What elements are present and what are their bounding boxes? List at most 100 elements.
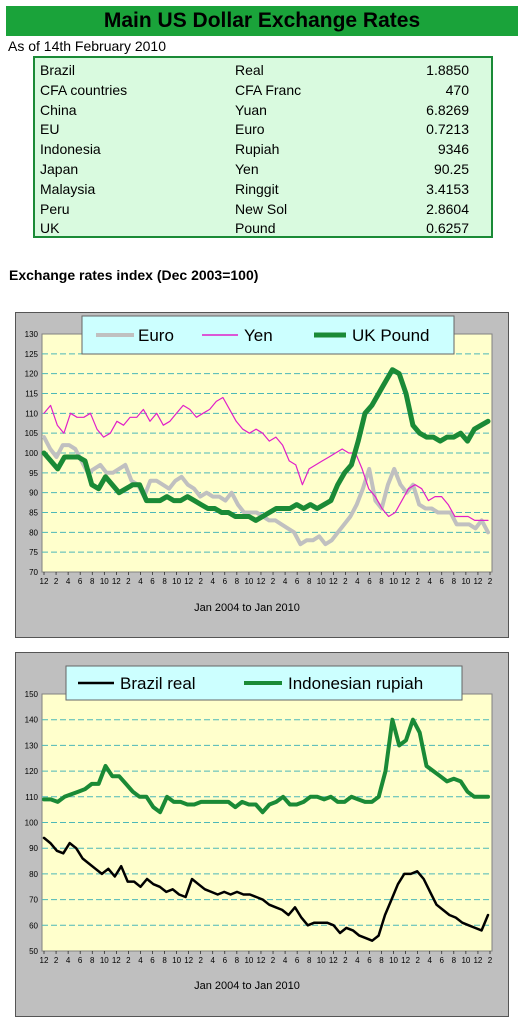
x-tick-label: 4 bbox=[428, 956, 433, 965]
x-tick-label: 12 bbox=[329, 577, 338, 586]
currency-cell: Yuan bbox=[235, 101, 267, 118]
y-tick-label: 90 bbox=[29, 844, 38, 853]
x-tick-label: 12 bbox=[329, 956, 338, 965]
x-tick-label: 2 bbox=[415, 577, 420, 586]
series-line-brazil-real bbox=[42, 836, 490, 942]
country-cell: Malaysia bbox=[40, 180, 96, 197]
x-tick-label: 6 bbox=[440, 956, 445, 965]
y-tick-label: 130 bbox=[25, 330, 39, 339]
x-tick-label: 8 bbox=[235, 956, 240, 965]
x-tick-label: 2 bbox=[126, 956, 131, 965]
x-tick-label: 10 bbox=[244, 577, 253, 586]
y-tick-label: 95 bbox=[29, 469, 38, 478]
x-tick-label: 2 bbox=[343, 956, 348, 965]
rates-row: Brazil Real 1.8850 bbox=[35, 60, 491, 80]
rates-row: EU Euro 0.7213 bbox=[35, 119, 491, 139]
x-tick-label: 2 bbox=[271, 956, 276, 965]
currency-cell: Euro bbox=[235, 121, 265, 138]
x-tick-label: 8 bbox=[452, 577, 457, 586]
x-tick-label: 6 bbox=[367, 577, 372, 586]
x-tick-label: 12 bbox=[184, 577, 193, 586]
series-line-yen bbox=[43, 396, 489, 521]
y-tick-label: 70 bbox=[29, 568, 38, 577]
x-axis-label: Jan 2004 to Jan 2010 bbox=[194, 602, 300, 614]
chart-panel-real-rupiah: 50 60 70 80 90 100 110 120 130 140 150 12 2 4 6 8 10 12 2 4… bbox=[15, 652, 509, 1017]
series-line-euro bbox=[42, 435, 490, 547]
rate-cell: 470 bbox=[445, 81, 469, 98]
x-tick-label: 6 bbox=[367, 956, 372, 965]
country-cell: Peru bbox=[40, 200, 70, 217]
x-tick-label: 8 bbox=[162, 577, 167, 586]
x-tick-label: 12 bbox=[257, 956, 266, 965]
currency-cell: Yen bbox=[235, 161, 259, 177]
x-tick-label: 8 bbox=[452, 956, 457, 965]
x-tick-label: 4 bbox=[355, 956, 360, 965]
y-tick-label: 105 bbox=[25, 429, 39, 438]
x-tick-label: 8 bbox=[90, 956, 95, 965]
legend-label: Euro bbox=[138, 326, 174, 345]
x-tick-label: 12 bbox=[257, 577, 266, 586]
x-tick-label: 10 bbox=[389, 956, 398, 965]
x-tick-label: 8 bbox=[307, 956, 312, 965]
x-tick-label: 2 bbox=[271, 577, 276, 586]
country-cell: Indonesia bbox=[40, 141, 101, 158]
x-tick-label: 2 bbox=[415, 956, 420, 965]
x-axis-label: Jan 2004 to Jan 2010 bbox=[194, 980, 300, 992]
y-tick-label: 150 bbox=[25, 690, 39, 699]
x-tick-label: 6 bbox=[223, 956, 228, 965]
x-tick-label: 4 bbox=[283, 956, 288, 965]
country-cell: Japan bbox=[40, 161, 79, 177]
y-tick-label: 110 bbox=[25, 409, 38, 418]
x-tick-label: 4 bbox=[66, 577, 71, 586]
x-tick-label: 8 bbox=[379, 956, 384, 965]
country-cell: China bbox=[40, 101, 77, 118]
page-title: Main US Dollar Exchange Rates bbox=[6, 6, 518, 36]
x-tick-label: 6 bbox=[150, 577, 155, 586]
y-tick-label: 85 bbox=[29, 509, 38, 518]
as-of-date: As of 14th February 2010 bbox=[8, 38, 166, 54]
x-tick-label: 2 bbox=[126, 577, 131, 586]
legend-label: Brazil real bbox=[120, 674, 196, 693]
x-tick-label: 4 bbox=[355, 577, 360, 586]
x-tick-label: 10 bbox=[172, 577, 181, 586]
rates-row: Peru New Sol 2.8604 bbox=[35, 199, 491, 219]
y-tick-label: 130 bbox=[25, 741, 39, 750]
x-tick-label: 4 bbox=[211, 577, 216, 586]
country-cell: UK bbox=[40, 220, 60, 237]
rates-row: Indonesia Rupiah 9346 bbox=[35, 139, 491, 159]
x-tick-label: 10 bbox=[461, 956, 470, 965]
x-tick-label: 6 bbox=[78, 956, 83, 965]
x-tick-label: 12 bbox=[473, 577, 482, 586]
country-cell: EU bbox=[40, 121, 60, 138]
exchange-rates-table: Brazil Real 1.8850 CFA countries CFA Franc 47… bbox=[33, 56, 493, 238]
x-tick-label: 12 bbox=[112, 577, 121, 586]
x-tick-label: 4 bbox=[66, 956, 71, 965]
rate-cell: 0.6257 bbox=[426, 220, 469, 237]
rate-cell: 2.8604 bbox=[426, 200, 469, 217]
currency-cell: New Sol bbox=[235, 200, 288, 217]
x-tick-label: 8 bbox=[90, 577, 95, 586]
rate-cell: 6.8269 bbox=[426, 101, 469, 118]
y-tick-label: 115 bbox=[25, 390, 38, 399]
series-line-uk-pound bbox=[41, 367, 491, 523]
y-tick-label: 70 bbox=[29, 896, 38, 905]
rate-cell: 3.4153 bbox=[426, 180, 469, 197]
x-tick-label: 2 bbox=[343, 577, 348, 586]
legend-label: Indonesian rupiah bbox=[288, 674, 423, 693]
currency-cell: Rupiah bbox=[235, 141, 280, 158]
x-tick-label: 4 bbox=[428, 577, 433, 586]
x-tick-label: 12 bbox=[401, 577, 410, 586]
x-tick-label: 2 bbox=[54, 577, 59, 586]
y-tick-label: 50 bbox=[29, 947, 38, 956]
x-tick-label: 10 bbox=[317, 956, 326, 965]
legend-label: UK Pound bbox=[352, 326, 430, 345]
rate-cell: 9346 bbox=[437, 141, 469, 158]
y-tick-label: 120 bbox=[25, 767, 39, 776]
x-tick-label: 2 bbox=[198, 956, 203, 965]
x-tick-label: 4 bbox=[138, 956, 143, 965]
x-tick-label: 10 bbox=[389, 577, 398, 586]
rates-row: Malaysia Ringgit 3.4153 bbox=[35, 179, 491, 199]
x-tick-label: 12 bbox=[473, 956, 482, 965]
